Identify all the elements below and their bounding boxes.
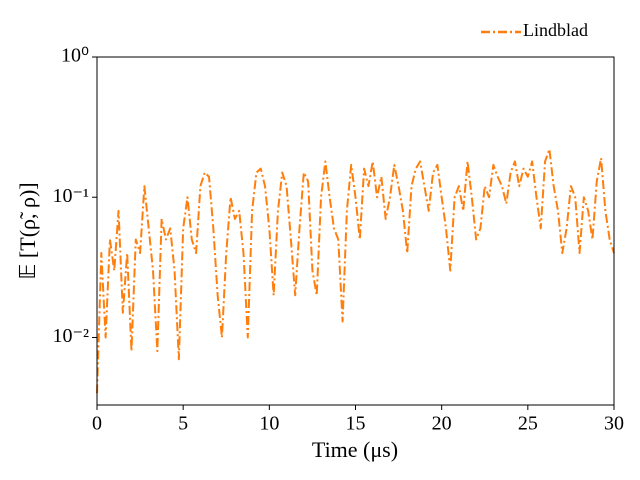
x-tick-label: 30 (604, 413, 624, 435)
x-tick-label: 25 (518, 413, 538, 435)
x-tick-label: 0 (92, 413, 102, 435)
y-tick-label: 10⁻¹ (52, 185, 89, 207)
plot-frame (96, 56, 615, 406)
data-line (96, 148, 615, 394)
x-tick-label: 20 (432, 413, 452, 435)
legend-label: Lindblad (523, 20, 588, 40)
x-tick-label: 10 (259, 413, 279, 435)
x-tick-label: 5 (178, 413, 188, 435)
y-tick-label: 10⁰ (61, 45, 89, 67)
x-axis-label: Time (μs) (312, 437, 398, 462)
x-tick-label: 15 (346, 413, 366, 435)
y-axis-label: 𝔼 [T(ρ̃, ρ)] (15, 182, 40, 279)
y-tick-label: 10⁻² (52, 325, 89, 347)
